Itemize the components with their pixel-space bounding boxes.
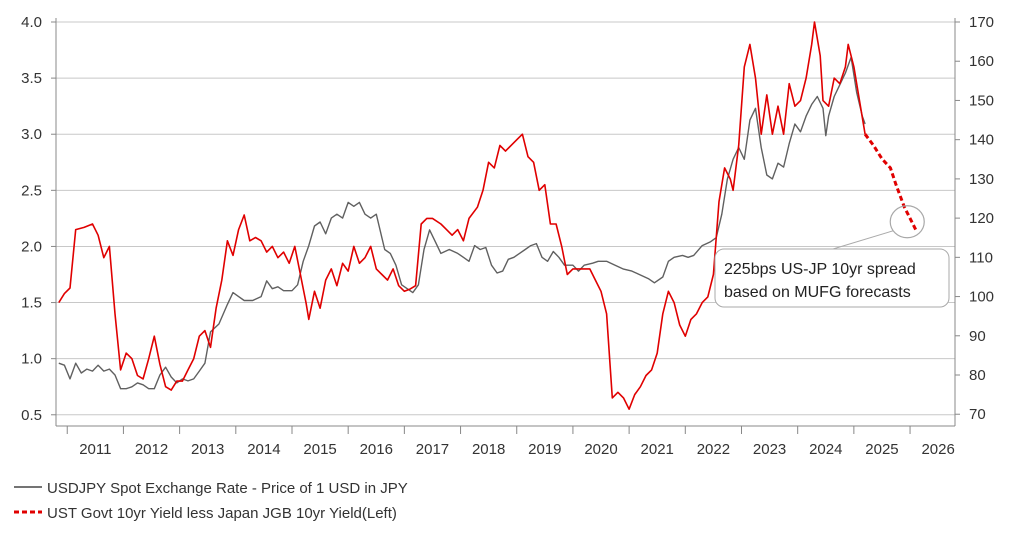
- yield-spread-line: [58, 21, 866, 410]
- right-tick-label: 100: [969, 289, 994, 306]
- x-tick-label: 2016: [360, 441, 393, 458]
- annotation-pointer-line: [832, 230, 894, 250]
- x-tick-label: 2012: [135, 441, 168, 458]
- x-tick-label: 2022: [697, 441, 730, 458]
- left-tick-label: 3.5: [21, 70, 42, 87]
- right-tick-label: 170: [969, 14, 994, 31]
- left-axis-tick-labels: 4.0 3.5 3.0 2.5 2.0 1.5 1.0 0.5: [21, 14, 42, 424]
- usdjpy-line: [58, 56, 866, 390]
- left-tick-label: 3.0: [21, 126, 42, 143]
- right-tick-label: 150: [969, 92, 994, 109]
- x-tick-label: 2013: [191, 441, 224, 458]
- x-tick-label: 2021: [641, 441, 674, 458]
- left-tick-label: 1.0: [21, 351, 42, 368]
- right-tick-label: 80: [969, 367, 986, 384]
- x-tick-label: 2015: [303, 441, 336, 458]
- right-tick-label: 120: [969, 210, 994, 227]
- left-tick-label: 2.0: [21, 238, 42, 255]
- x-tick-label: 2026: [921, 441, 954, 458]
- axes: [51, 18, 960, 434]
- legend-label-usdjpy: USDJPY Spot Exchange Rate - Price of 1 U…: [47, 480, 408, 497]
- right-tick-label: 130: [969, 171, 994, 188]
- annotation-line-2: based on MUFG forecasts: [724, 284, 911, 301]
- x-tick-label: 2014: [247, 441, 280, 458]
- x-tick-label: 2023: [753, 441, 786, 458]
- x-tick-label: 2018: [472, 441, 505, 458]
- grid-lines: [56, 21, 955, 416]
- x-axis-tick-labels: 2011 2012 2013 2014 2015 2016 2017 2018 2019 2020…: [79, 441, 955, 458]
- yield-spread-forecast-line: [863, 133, 918, 231]
- annotation-box: [714, 248, 950, 308]
- right-axis-tick-labels: 170 160 150 140 130 120 110 100 90 80 70: [969, 14, 994, 423]
- forecast-annotation: 225bps US-JP 10yr spread based on MUFG f…: [714, 205, 950, 308]
- right-tick-label: 110: [969, 249, 993, 266]
- left-tick-label: 4.0: [21, 14, 42, 31]
- right-tick-label: 70: [969, 406, 986, 423]
- left-tick-label: 2.5: [21, 182, 42, 199]
- x-tick-label: 2025: [865, 441, 898, 458]
- right-tick-label: 90: [969, 328, 986, 345]
- series-lines: [58, 21, 918, 410]
- right-tick-label: 160: [969, 53, 994, 70]
- right-tick-label: 140: [969, 132, 994, 149]
- annotation-line-1: 225bps US-JP 10yr spread: [724, 261, 916, 278]
- legend-label-yield-spread: UST Govt 10yr Yield less Japan JGB 10yr …: [47, 505, 397, 522]
- x-tick-label: 2019: [528, 441, 561, 458]
- left-tick-label: 0.5: [21, 407, 42, 424]
- x-tick-label: 2011: [79, 441, 111, 458]
- forecast-target-circle: [889, 205, 925, 239]
- legend: USDJPY Spot Exchange Rate - Price of 1 U…: [14, 480, 408, 522]
- x-tick-label: 2020: [584, 441, 617, 458]
- left-tick-label: 1.5: [21, 295, 42, 312]
- x-tick-label: 2024: [809, 441, 842, 458]
- x-tick-label: 2017: [416, 441, 449, 458]
